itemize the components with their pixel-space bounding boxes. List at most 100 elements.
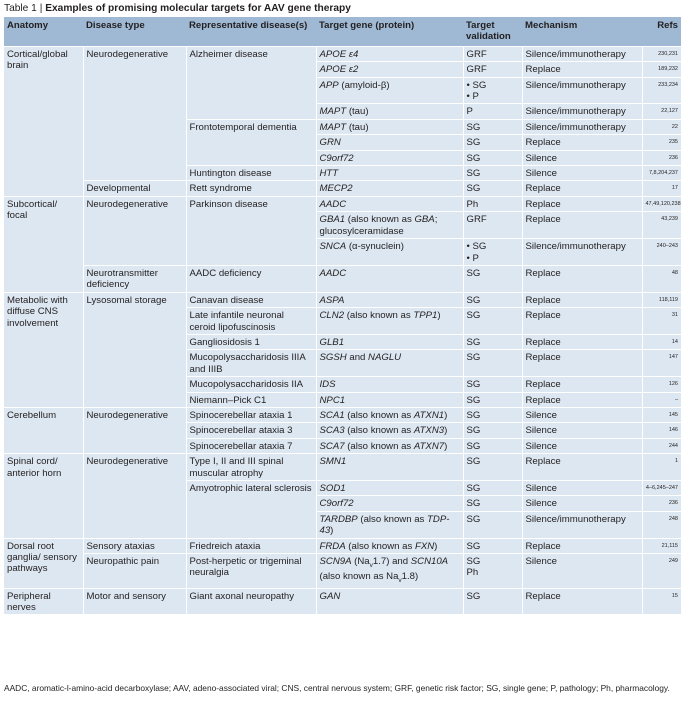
table-row: Cerebellum Neurodegenerative Spinocerebe… xyxy=(4,406,681,454)
refs-cell: 48 xyxy=(641,264,681,293)
validation-cell: SG xyxy=(462,118,522,135)
disease-cell: Mucopolysaccharidosis IIA xyxy=(185,376,316,393)
mechanism-cell: Replace xyxy=(521,537,642,554)
mechanism-cell: Silence xyxy=(521,149,642,166)
mechanism-cell: Silence xyxy=(521,406,642,423)
disease-type-cell: Neurodegenerative xyxy=(82,406,186,454)
gene-cell: NPC1 xyxy=(315,391,463,408)
refs-cell: 236 xyxy=(641,149,681,166)
validation-cell: SG xyxy=(462,165,522,181)
gene-cell: SCA3 (also known as ATXN3) xyxy=(315,422,463,439)
mechanism-cell: Silence xyxy=(521,553,642,589)
disease-cell: Spinocerebellar ataxia 7 xyxy=(185,437,316,454)
validation-cell: SG xyxy=(462,307,522,335)
table-row: Metabolic with diffuse CNS involvement L… xyxy=(4,291,681,408)
table-row: Neurotransmitter deficiency AADC deficie… xyxy=(4,264,681,293)
disease-cell: Huntington disease xyxy=(185,165,316,181)
disease-cell: Parkinson disease xyxy=(185,195,316,266)
validation-cell: GRF xyxy=(462,45,522,62)
validation-cell: SG xyxy=(462,406,522,423)
table-row: Spinocerebellar ataxia 7 SCA7 (also know… xyxy=(4,437,681,454)
mechanism-cell: Silence xyxy=(521,422,642,439)
validation-cell: SG xyxy=(462,437,522,454)
gene-cell: SCN9A (Nav1.7) and SCN10A (also known as… xyxy=(315,553,463,589)
refs-cell: 17 xyxy=(641,180,681,197)
table-row: Late infantile neuronal ceroid lipofusci… xyxy=(4,307,681,335)
gene-cell: APOE ε2 xyxy=(315,61,463,78)
refs-cell: 4–6,245–247 xyxy=(641,479,681,496)
table-row: Huntington disease HTT SG Silence 7,8,20… xyxy=(4,165,681,181)
targets-table: Anatomy Disease type Representative dise… xyxy=(4,17,681,615)
table-row: Subcortical/ focal Neurodegenerative Par… xyxy=(4,195,681,293)
gene-cell: ASPA xyxy=(315,291,463,308)
mechanism-cell: Replace xyxy=(521,211,642,239)
gene-cell: SMN1 xyxy=(315,453,463,481)
mechanism-cell: Replace xyxy=(521,264,642,293)
refs-cell: 230,231 xyxy=(641,45,681,62)
gene-cell: HTT xyxy=(315,165,463,181)
header-validation: Target validation xyxy=(463,17,522,47)
table-row: SNCA (α-synuclein) • SG • P Silence/immu… xyxy=(4,238,681,266)
mechanism-cell: Replace xyxy=(521,587,642,615)
gene-cell: MAPT (tau) xyxy=(315,118,463,135)
validation-cell: SG xyxy=(462,510,522,539)
validation-cell: SG xyxy=(462,333,522,350)
gene-cell: GLB1 xyxy=(315,333,463,350)
mechanism-cell: Replace xyxy=(521,307,642,335)
validation-cell: • SG • P xyxy=(462,76,522,104)
header-mechanism: Mechanism xyxy=(522,17,642,47)
refs-cell: 22 xyxy=(641,118,681,135)
validation-cell: SG xyxy=(462,376,522,393)
table-row: C9orf72 SG Silence 236 xyxy=(4,495,681,512)
refs-cell: 235 xyxy=(641,134,681,151)
refs-cell: 145 xyxy=(641,406,681,423)
validation-cell: Ph xyxy=(462,195,522,212)
table-row: Cortical/global brain Neurodegenerative … xyxy=(4,45,681,197)
refs-cell: 147 xyxy=(641,349,681,377)
gene-cell: CLN2 (also known as TPP1) xyxy=(315,307,463,335)
table-row: Spinocerebellar ataxia 3 SCA3 (also know… xyxy=(4,422,681,439)
mechanism-cell: Replace xyxy=(521,376,642,393)
validation-cell: SG xyxy=(462,180,522,197)
refs-cell: 249 xyxy=(641,553,681,589)
mechanism-cell: Replace xyxy=(521,453,642,481)
gene-cell: SCA1 (also known as ATXN1) xyxy=(315,406,463,423)
disease-cell: Gangliosidosis 1 xyxy=(185,333,316,350)
disease-cell: Niemann–Pick C1 xyxy=(185,391,316,408)
refs-cell: 1 xyxy=(641,453,681,481)
mechanism-cell: Silence xyxy=(521,495,642,512)
validation-cell: SG xyxy=(462,587,522,615)
table-row: Gangliosidosis 1 GLB1 SG Replace 14 xyxy=(4,333,681,350)
disease-type-cell: Neurodegenerative xyxy=(82,453,186,539)
table-row: GRN SG Replace 235 xyxy=(4,134,681,151)
header-anatomy: Anatomy xyxy=(4,17,83,47)
refs-cell: 146 xyxy=(641,422,681,439)
mechanism-cell: Replace xyxy=(521,333,642,350)
refs-cell: 47,49,120,238 xyxy=(641,195,681,212)
anatomy-cell: Subcortical/ focal xyxy=(4,195,83,293)
gene-cell: IDS xyxy=(315,376,463,393)
gene-cell: AADC xyxy=(315,195,463,212)
refs-cell: 7,8,204,237 xyxy=(641,165,681,181)
table-row: MAPT (tau) P Silence/immunotherapy 22,12… xyxy=(4,103,681,120)
gene-cell: C9orf72 xyxy=(315,495,463,512)
disease-type-cell: Motor and sensory xyxy=(82,587,186,615)
disease-cell: Rett syndrome xyxy=(185,180,316,197)
gene-cell: GAN xyxy=(315,587,463,615)
validation-cell: SG xyxy=(462,349,522,377)
refs-cell: 236 xyxy=(641,495,681,512)
disease-cell: Alzheimer disease xyxy=(185,45,316,120)
gene-cell: SOD1 xyxy=(315,479,463,496)
mechanism-cell: Silence/immunotherapy xyxy=(521,76,642,104)
gene-cell: GBA1 (also known as GBA; glucosylceramid… xyxy=(315,211,463,239)
mechanism-cell: Replace xyxy=(521,195,642,212)
mechanism-cell: Silence xyxy=(521,165,642,181)
validation-cell: P xyxy=(462,103,522,120)
disease-type-cell: Neurodegenerative xyxy=(82,195,186,266)
gene-cell: SNCA (α-synuclein) xyxy=(315,238,463,266)
header-refs: Refs xyxy=(642,17,681,47)
validation-cell: SG xyxy=(462,134,522,151)
refs-cell: 15 xyxy=(641,587,681,615)
table-row: APP (amyloid-β) • SG • P Silence/immunot… xyxy=(4,76,681,104)
